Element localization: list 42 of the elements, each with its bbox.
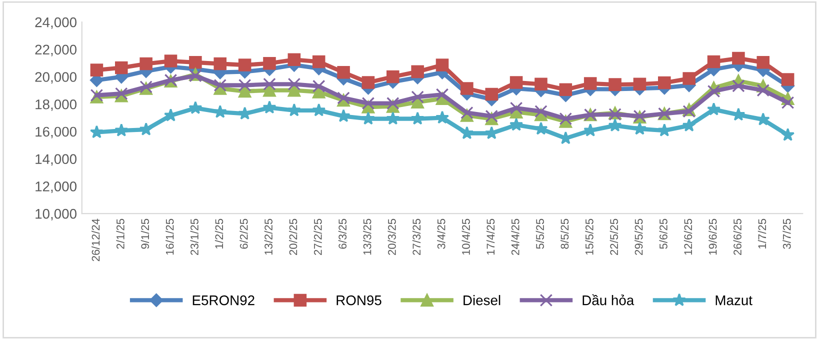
legend-label: Dầu hỏa: [582, 294, 634, 306]
x-tick-label: 27/2/25: [314, 218, 322, 255]
x-tick-label: 6/3/25: [338, 218, 347, 249]
x-tick-label: 8/5/25: [560, 218, 569, 249]
x-tick-label: 2/1/25: [116, 218, 124, 249]
y-tick-label: 22,000: [35, 44, 76, 56]
x-tick-label: 20/2/25: [288, 218, 298, 255]
x-tick-label: 22/5/25: [610, 218, 618, 255]
x-tick-label: 12/6/25: [684, 218, 692, 255]
legend-label: Diesel: [464, 295, 500, 306]
legend-label: E5RON92: [192, 295, 254, 306]
y-tick-label: 24,000: [35, 17, 76, 29]
x-tick-label: 20/3/25: [388, 218, 396, 255]
y-tick-label: 16,000: [36, 126, 76, 138]
x-tick-label: 5/5/25: [536, 218, 544, 249]
x-tick-label: 16/1/25: [166, 218, 174, 255]
y-tick-label: 14,000: [36, 154, 76, 166]
x-tick-label: 13/3/25: [363, 218, 372, 255]
x-tick-label: 1/2/25: [214, 218, 224, 248]
x-tick-label: 23/1/25: [190, 218, 198, 255]
x-tick-label: 9/1/25: [140, 218, 150, 249]
x-tick-label: 10/4/25: [462, 218, 470, 255]
x-tick-label: 3/4/25: [437, 218, 446, 249]
legend-label: RON95: [336, 295, 382, 306]
x-tick-label: 5/6/25: [659, 218, 668, 249]
x-tick-label: 26/6/25: [733, 218, 742, 255]
y-tick-label: 10,000: [36, 208, 76, 220]
y-tick-label: 18,000: [36, 99, 76, 111]
x-tick-label: 13/2/25: [264, 218, 272, 255]
legend-label: Mazut: [716, 296, 752, 306]
x-tick-label: 26/12/24: [92, 218, 100, 262]
x-tick-label: 24/4/25: [511, 218, 520, 255]
x-tick-label: 29/5/25: [634, 218, 643, 255]
x-tick-label: 15/5/25: [585, 218, 594, 255]
x-tick-label: 3/7/25: [782, 218, 791, 249]
y-tick-label: 12,000: [36, 182, 76, 194]
x-tick-label: 27/3/25: [412, 218, 421, 255]
x-tick-label: 1/7/25: [758, 218, 766, 248]
x-tick-label: 19/6/25: [708, 218, 717, 255]
x-tick-label: 17/4/25: [486, 218, 495, 255]
y-tick-label: 20,000: [35, 72, 76, 84]
x-tick-label: 6/2/25: [240, 218, 248, 249]
